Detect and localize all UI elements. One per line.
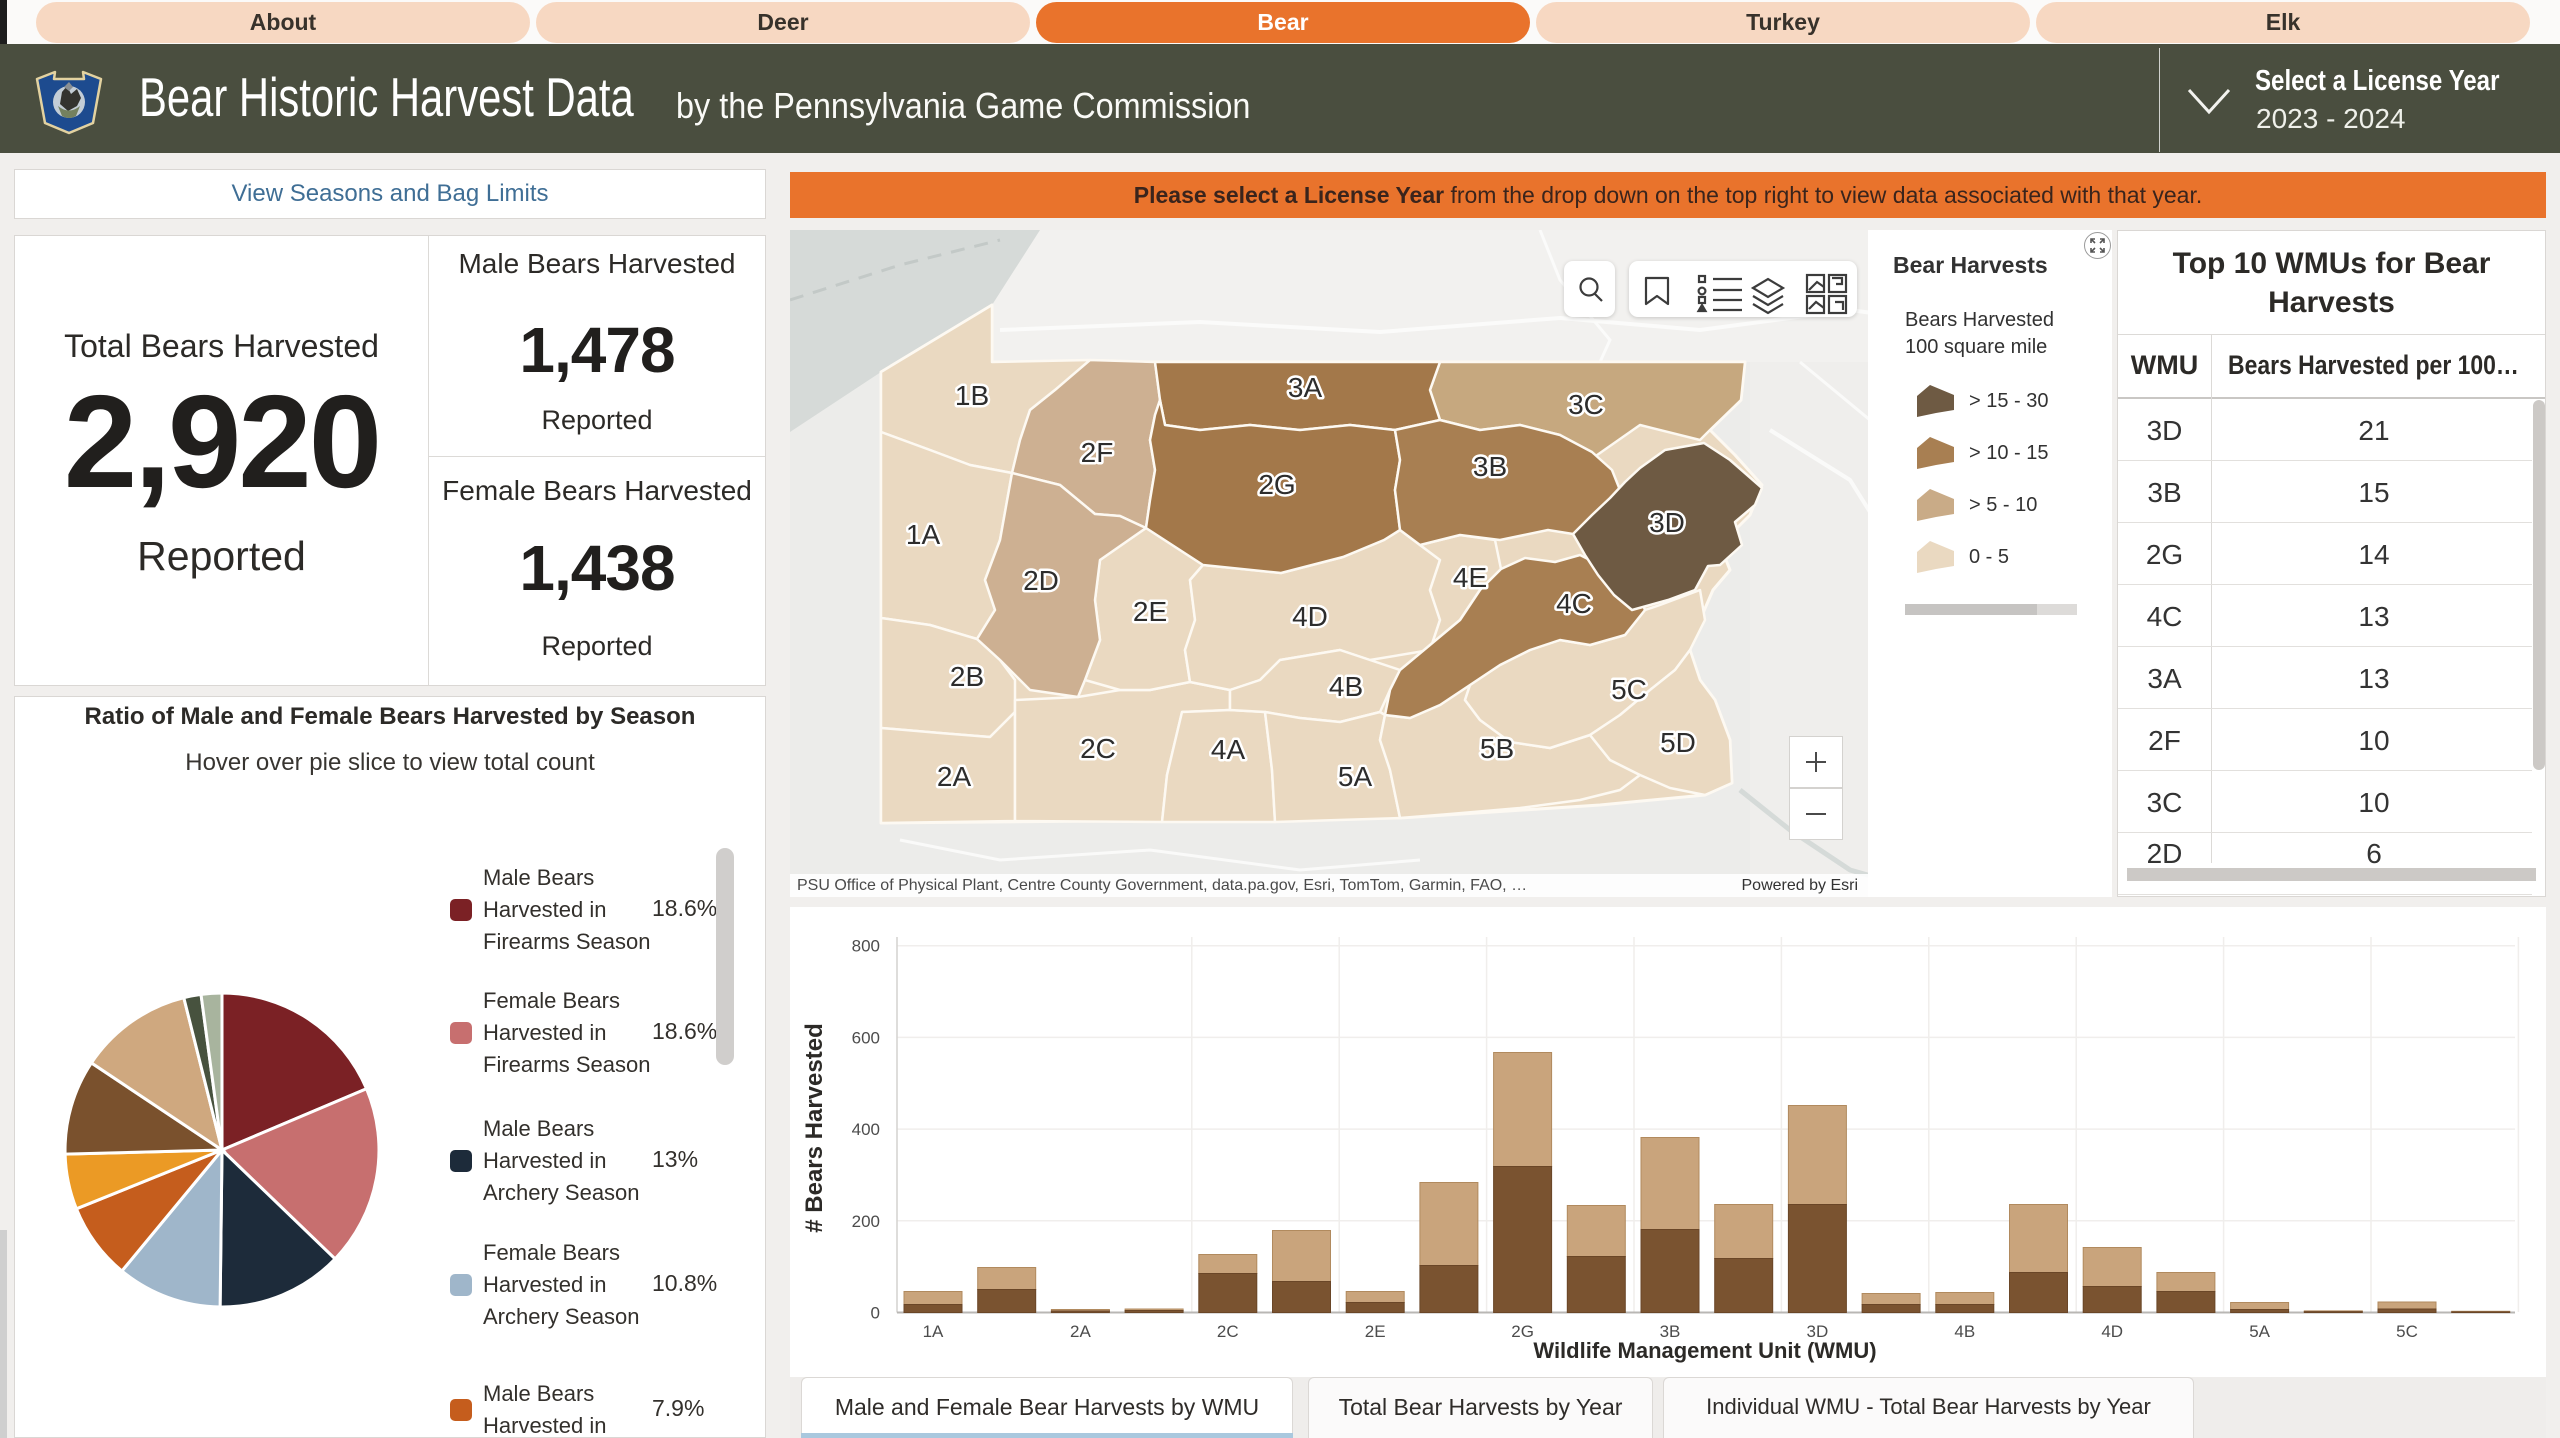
svg-text:3D: 3D [1649,507,1685,538]
svg-text:0: 0 [871,1304,880,1323]
svg-text:800: 800 [852,937,880,956]
svg-text:2G: 2G [1258,469,1295,500]
svg-text:4D: 4D [2101,1322,2123,1341]
svg-text:2E: 2E [1133,596,1167,627]
svg-text:2B: 2B [950,661,984,692]
svg-text:2C: 2C [1217,1322,1239,1341]
svg-text:Wildlife Management Unit (WMU): Wildlife Management Unit (WMU) [1533,1338,1876,1363]
svg-text:3B: 3B [1473,451,1507,482]
svg-text:4C: 4C [1556,588,1592,619]
svg-text:4A: 4A [1211,734,1246,765]
svg-text:200: 200 [852,1212,880,1231]
svg-text:5B: 5B [1480,733,1514,764]
svg-text:1B: 1B [955,380,989,411]
svg-text:2E: 2E [1365,1322,1386,1341]
svg-text:1A: 1A [906,519,941,550]
svg-text:5C: 5C [1611,674,1647,705]
svg-text:4E: 4E [1453,562,1487,593]
svg-text:4B: 4B [1329,671,1363,702]
svg-text:2F: 2F [1081,437,1114,468]
svg-text:2G: 2G [1511,1322,1534,1341]
svg-text:3B: 3B [1660,1322,1681,1341]
svg-text:5A: 5A [1338,761,1373,792]
svg-text:3A: 3A [1288,372,1323,403]
svg-text:# Bears Harvested: # Bears Harvested [801,1023,828,1232]
svg-text:5A: 5A [2249,1322,2270,1341]
svg-text:2D: 2D [1023,565,1059,596]
svg-text:5C: 5C [2396,1322,2418,1341]
svg-text:2A: 2A [1070,1322,1091,1341]
svg-text:2C: 2C [1080,733,1116,764]
svg-text:400: 400 [852,1120,880,1139]
svg-text:1A: 1A [923,1322,944,1341]
svg-text:4D: 4D [1292,601,1328,632]
svg-text:3D: 3D [1807,1322,1829,1341]
svg-text:3C: 3C [1568,389,1604,420]
svg-text:5D: 5D [1660,727,1696,758]
svg-text:600: 600 [852,1028,880,1047]
svg-text:2A: 2A [937,761,972,792]
svg-text:4B: 4B [1954,1322,1975,1341]
